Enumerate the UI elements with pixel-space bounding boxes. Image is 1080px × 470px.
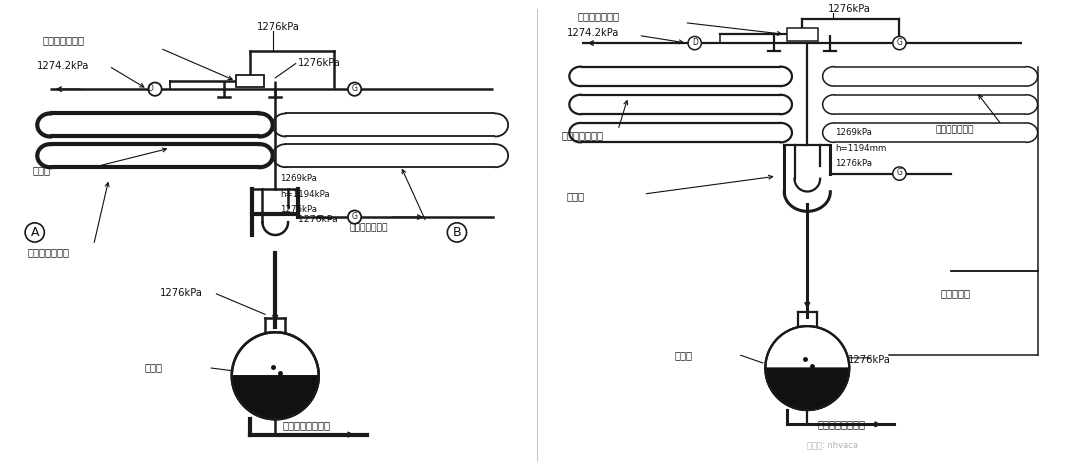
Text: D: D	[692, 38, 698, 47]
Text: 往系统的液体管道: 往系统的液体管道	[283, 421, 330, 431]
Circle shape	[148, 83, 162, 96]
Text: 停止工作冷凝器: 停止工作冷凝器	[935, 125, 974, 134]
Bar	[787, 28, 818, 40]
Text: 微信号: nhvaca: 微信号: nhvaca	[808, 440, 859, 449]
Text: 氨液柱: 氨液柱	[567, 191, 584, 201]
Text: 1276kPa: 1276kPa	[298, 58, 341, 68]
Text: 1276kPa: 1276kPa	[257, 22, 300, 32]
Text: 1269kPa: 1269kPa	[281, 174, 318, 183]
Circle shape	[766, 326, 849, 410]
Polygon shape	[232, 376, 319, 419]
Bar	[235, 75, 264, 86]
Text: D: D	[147, 84, 152, 93]
Text: 1276kPa: 1276kPa	[848, 355, 891, 365]
Circle shape	[232, 332, 319, 419]
Text: 1276kPa: 1276kPa	[836, 159, 873, 168]
Text: G: G	[352, 84, 357, 93]
Text: 1276kPa: 1276kPa	[281, 205, 318, 214]
Text: G: G	[352, 212, 357, 220]
Text: 停止工作冷凝器: 停止工作冷凝器	[350, 223, 388, 232]
Text: 氨液柱: 氨液柱	[32, 165, 50, 176]
Text: 压缩机排气管道: 压缩机排气管道	[42, 35, 84, 45]
Text: 1276kPa: 1276kPa	[298, 215, 338, 224]
Text: 气体平衡管: 气体平衡管	[941, 289, 970, 298]
Text: 贮液器: 贮液器	[145, 363, 163, 373]
Text: 1276kPa: 1276kPa	[827, 4, 870, 15]
Text: 1269kPa: 1269kPa	[836, 128, 873, 137]
Text: 往系统的液体管道: 往系统的液体管道	[818, 419, 865, 429]
Circle shape	[893, 37, 906, 50]
Circle shape	[348, 83, 361, 96]
Text: 贮液器: 贮液器	[674, 350, 692, 360]
Text: B: B	[453, 226, 461, 239]
Text: 1276kPa: 1276kPa	[160, 289, 203, 298]
Text: 1274.2kPa: 1274.2kPa	[567, 28, 619, 39]
Text: h=1194mm: h=1194mm	[836, 143, 887, 153]
Text: 1274.2kPa: 1274.2kPa	[38, 61, 90, 70]
Text: 压缩机排气管道: 压缩机排气管道	[577, 11, 619, 21]
Polygon shape	[766, 368, 849, 410]
Text: A: A	[30, 226, 39, 239]
Text: G: G	[896, 38, 903, 47]
Text: 正在工作冷凝器: 正在工作冷凝器	[562, 130, 604, 140]
Text: h=1194kPa: h=1194kPa	[281, 189, 330, 199]
Circle shape	[348, 211, 361, 224]
Text: 正在工作冷凝器: 正在工作冷凝器	[27, 248, 69, 258]
Text: G: G	[896, 168, 903, 177]
Circle shape	[688, 37, 701, 50]
Circle shape	[893, 167, 906, 180]
